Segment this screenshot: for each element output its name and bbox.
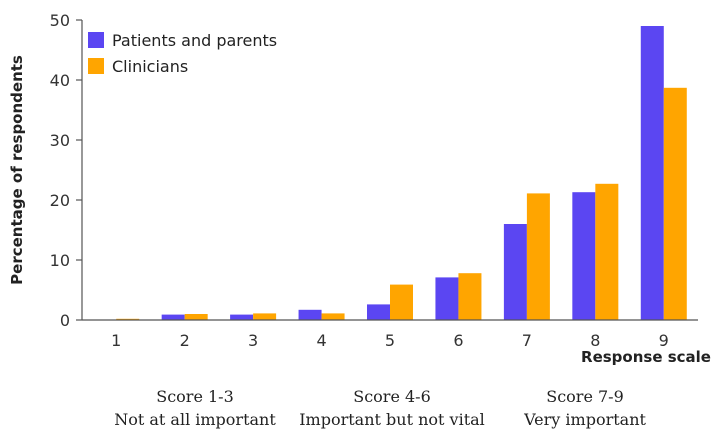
x-tick-label-6: 6: [453, 331, 463, 350]
legend-item-patients-and-parents: Patients and parents: [88, 31, 277, 50]
bar-patients-and-parents-4: [298, 309, 322, 320]
group-subtitle-1: Not at all important: [114, 410, 276, 429]
score-group-labels: Score 1-3 Not at all important Score 4-6…: [114, 387, 646, 429]
y-axis-ticks: 0 10 20 30 40 50: [50, 11, 82, 330]
y-tick-label-20: 20: [50, 191, 70, 210]
group-title-1: Score 1-3: [156, 387, 234, 406]
bar-patients-and-parents-9: [640, 26, 664, 320]
legend-swatch-patients-and-parents: [88, 32, 104, 48]
x-tick-label-8: 8: [590, 331, 600, 350]
x-tick-label-7: 7: [522, 331, 532, 350]
group-subtitle-3: Very important: [523, 410, 646, 429]
bar-patients-and-parents-6: [435, 277, 459, 320]
legend-label-clinicians: Clinicians: [112, 57, 188, 76]
plot-area: 0 10 20 30 40 50 1 2 3 4 5 6 7 8 9: [50, 11, 698, 350]
group-title-2: Score 4-6: [353, 387, 431, 406]
bar-clinicians-3: [253, 313, 277, 320]
bar-clinicians-4: [321, 313, 345, 320]
bar-patients-and-parents-3: [230, 314, 254, 320]
x-tick-label-5: 5: [385, 331, 395, 350]
bar-clinicians-9: [663, 87, 687, 320]
legend-item-clinicians: Clinicians: [88, 57, 188, 76]
x-axis-ticks: 1 2 3 4 5 6 7 8 9: [111, 331, 669, 350]
x-tick-label-2: 2: [180, 331, 190, 350]
x-tick-label-3: 3: [248, 331, 258, 350]
y-axis-label: Percentage of respondents: [8, 55, 26, 285]
bar-clinicians-8: [595, 183, 619, 320]
legend: Patients and parents Clinicians: [88, 31, 277, 76]
y-tick-label-40: 40: [50, 71, 70, 90]
bar-patients-and-parents-5: [367, 304, 390, 320]
bar-patients-and-parents-8: [572, 192, 596, 320]
bar-clinicians-7: [526, 193, 550, 320]
bar-clinicians-2: [184, 314, 208, 320]
y-tick-label-50: 50: [50, 11, 70, 30]
y-tick-label-30: 30: [50, 131, 70, 150]
x-tick-label-1: 1: [111, 331, 121, 350]
bar-clinicians-6: [458, 273, 482, 320]
bar-patients-and-parents-2: [161, 314, 185, 320]
x-axis-label: Response scale: [581, 348, 711, 366]
bars-layer: [116, 26, 687, 320]
x-tick-label-4: 4: [316, 331, 326, 350]
legend-label-patients-and-parents: Patients and parents: [112, 31, 277, 50]
x-tick-label-9: 9: [659, 331, 669, 350]
group-title-3: Score 7-9: [546, 387, 624, 406]
bar-patients-and-parents-7: [503, 224, 527, 320]
bar-clinicians-5: [390, 284, 413, 320]
y-tick-label-0: 0: [60, 311, 70, 330]
legend-swatch-clinicians: [88, 58, 104, 74]
y-tick-label-10: 10: [50, 251, 70, 270]
group-subtitle-2: Important but not vital: [299, 410, 485, 429]
